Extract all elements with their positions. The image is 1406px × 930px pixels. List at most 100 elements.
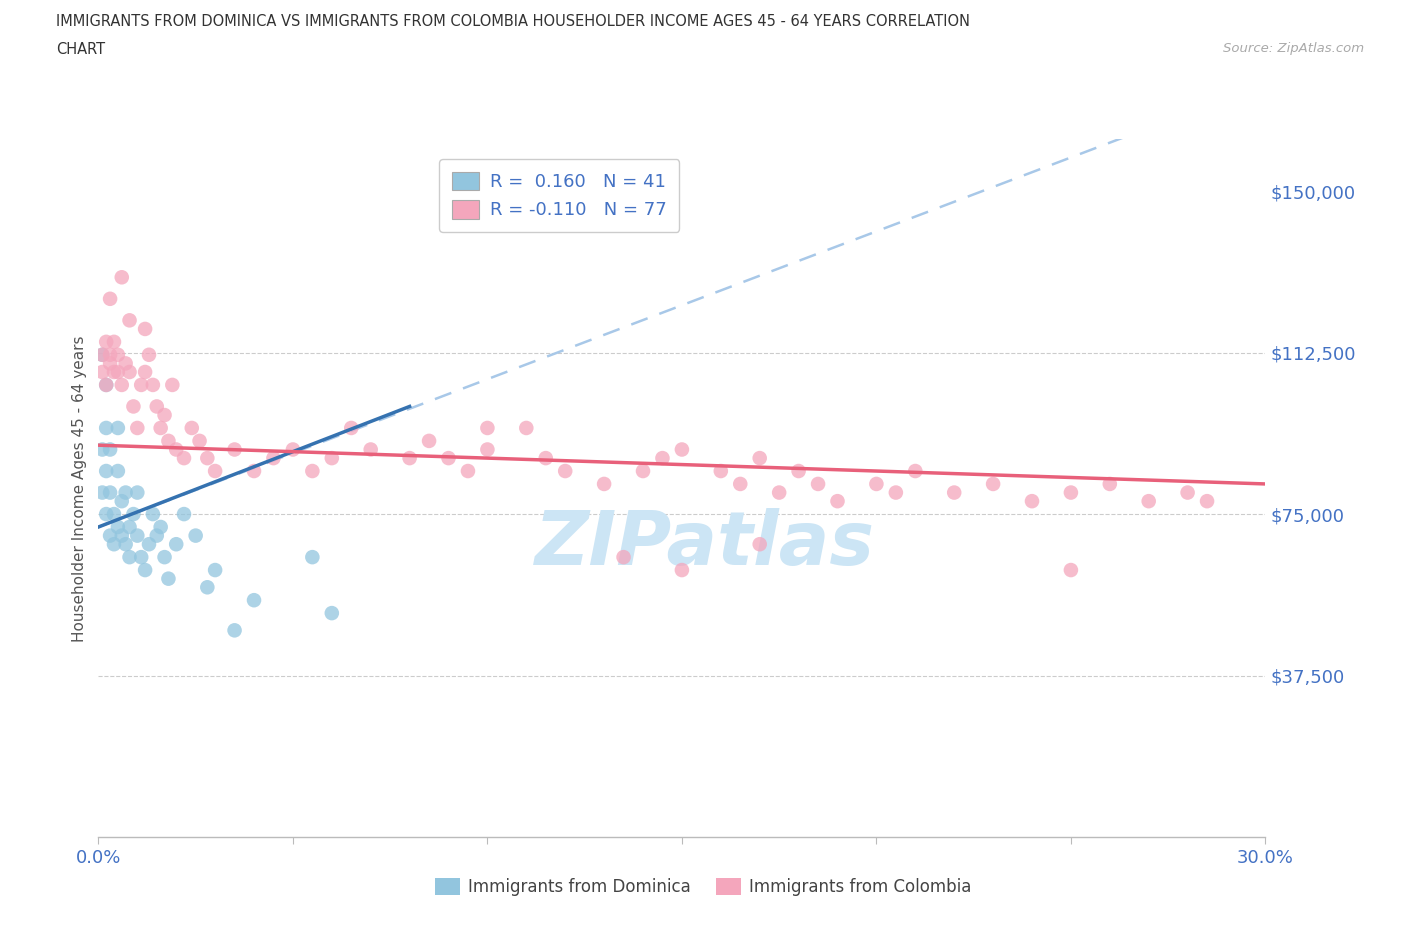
Point xyxy=(91,485,114,500)
Point xyxy=(98,528,121,543)
Point xyxy=(1195,494,1218,509)
Point xyxy=(129,378,152,392)
Point xyxy=(103,537,125,551)
Point xyxy=(127,528,149,543)
Point xyxy=(134,365,156,379)
Point xyxy=(321,605,343,620)
Point xyxy=(153,407,176,422)
Point xyxy=(188,433,211,448)
Point xyxy=(748,451,770,466)
Point xyxy=(98,291,121,306)
Text: Source: ZipAtlas.com: Source: ZipAtlas.com xyxy=(1223,42,1364,55)
Point xyxy=(418,433,440,448)
Point xyxy=(457,463,479,478)
Point xyxy=(340,420,363,435)
Point xyxy=(103,335,125,350)
Point xyxy=(96,378,118,392)
Point xyxy=(96,378,118,392)
Point xyxy=(477,420,499,435)
Point xyxy=(149,420,172,435)
Point xyxy=(1021,494,1043,509)
Point xyxy=(554,463,576,478)
Point xyxy=(98,442,121,457)
Point xyxy=(107,520,129,535)
Point xyxy=(631,463,654,478)
Point xyxy=(114,485,136,500)
Point xyxy=(515,420,537,435)
Point xyxy=(671,563,693,578)
Text: CHART: CHART xyxy=(56,42,105,57)
Point xyxy=(107,347,129,362)
Point xyxy=(165,442,187,457)
Point xyxy=(173,507,195,522)
Point xyxy=(477,442,499,457)
Point xyxy=(360,442,382,457)
Point xyxy=(111,378,134,392)
Point xyxy=(138,347,160,362)
Point xyxy=(96,507,118,522)
Point xyxy=(127,420,149,435)
Point xyxy=(204,563,226,578)
Point xyxy=(904,463,927,478)
Point xyxy=(534,451,557,466)
Point xyxy=(114,537,136,551)
Point xyxy=(884,485,907,500)
Point xyxy=(146,399,169,414)
Point xyxy=(98,347,121,362)
Point xyxy=(91,347,114,362)
Point xyxy=(173,451,195,466)
Point xyxy=(981,476,1004,491)
Point xyxy=(122,399,145,414)
Point xyxy=(943,485,966,500)
Point xyxy=(134,322,156,337)
Point xyxy=(129,550,152,565)
Point xyxy=(243,592,266,607)
Point xyxy=(118,312,141,327)
Point xyxy=(111,528,134,543)
Point xyxy=(142,378,165,392)
Point xyxy=(1098,476,1121,491)
Point xyxy=(157,433,180,448)
Point xyxy=(122,507,145,522)
Point xyxy=(224,442,246,457)
Point xyxy=(107,365,129,379)
Point xyxy=(1060,485,1083,500)
Point xyxy=(281,442,304,457)
Point xyxy=(111,494,134,509)
Point xyxy=(142,507,165,522)
Point xyxy=(180,420,202,435)
Point xyxy=(98,485,121,500)
Point xyxy=(91,442,114,457)
Point xyxy=(103,365,125,379)
Point xyxy=(398,451,420,466)
Point xyxy=(204,463,226,478)
Point xyxy=(114,356,136,371)
Point xyxy=(103,507,125,522)
Point xyxy=(107,420,129,435)
Point xyxy=(91,347,114,362)
Point xyxy=(768,485,790,500)
Point xyxy=(96,463,118,478)
Point xyxy=(1060,563,1083,578)
Point xyxy=(165,537,187,551)
Point xyxy=(437,451,460,466)
Point xyxy=(593,476,616,491)
Point xyxy=(1177,485,1199,500)
Point xyxy=(118,550,141,565)
Point xyxy=(195,579,218,594)
Point xyxy=(107,463,129,478)
Y-axis label: Householder Income Ages 45 - 64 years: Householder Income Ages 45 - 64 years xyxy=(72,335,87,642)
Text: IMMIGRANTS FROM DOMINICA VS IMMIGRANTS FROM COLOMBIA HOUSEHOLDER INCOME AGES 45 : IMMIGRANTS FROM DOMINICA VS IMMIGRANTS F… xyxy=(56,14,970,29)
Point xyxy=(138,537,160,551)
Point xyxy=(651,451,673,466)
Point xyxy=(118,365,141,379)
Point xyxy=(162,378,184,392)
Point xyxy=(748,537,770,551)
Point xyxy=(710,463,733,478)
Point xyxy=(146,528,169,543)
Point xyxy=(224,623,246,638)
Point xyxy=(787,463,810,478)
Text: ZIPatlas: ZIPatlas xyxy=(536,508,876,580)
Point xyxy=(127,485,149,500)
Point xyxy=(111,270,134,285)
